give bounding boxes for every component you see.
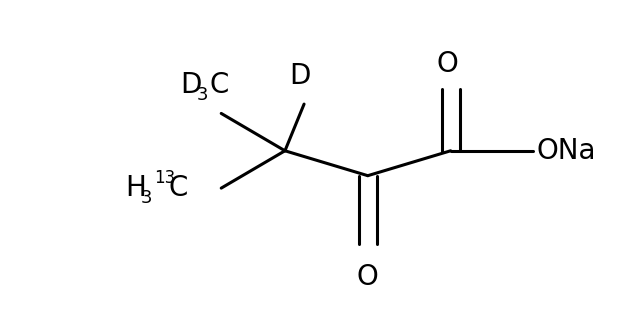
Text: 13: 13: [154, 169, 175, 187]
Text: 3: 3: [140, 189, 152, 207]
Text: ONa: ONa: [537, 137, 596, 165]
Text: D: D: [289, 62, 310, 90]
Text: C: C: [169, 174, 188, 202]
Text: D: D: [180, 71, 201, 100]
Text: O: O: [436, 50, 458, 78]
Text: 3: 3: [197, 86, 209, 104]
Text: O: O: [357, 263, 379, 291]
Text: C: C: [210, 71, 229, 100]
Text: H: H: [125, 174, 147, 202]
